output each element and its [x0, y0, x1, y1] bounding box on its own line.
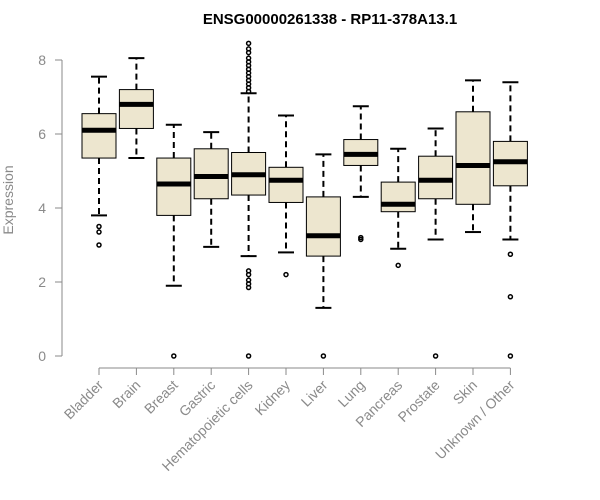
y-tick-label: 2: [38, 274, 46, 290]
outlier-point: [507, 251, 514, 257]
iqr-box: [268, 166, 304, 203]
x-tick-label-prostate: Prostate: [395, 377, 443, 425]
outlier-point: [245, 268, 252, 274]
box-bladder: [81, 75, 117, 248]
box-liver: [305, 153, 341, 359]
y-tick-label: 6: [38, 126, 46, 142]
x-tick-label-breast: Breast: [141, 377, 181, 417]
box-kidney: [268, 114, 304, 278]
outlier-point: [245, 277, 252, 283]
iqr-box: [455, 111, 491, 205]
outlier-point: [96, 242, 102, 248]
x-tick-label-skin: Skin: [450, 377, 481, 408]
x-tick-label-kidney: Kidney: [252, 377, 294, 419]
outlier-point: [171, 353, 177, 359]
chart-title: ENSG00000261338 - RP11-378A13.1: [203, 11, 457, 28]
outlier-point: [507, 294, 514, 300]
outlier-point: [245, 46, 252, 52]
y-axis-label: Expression: [0, 165, 16, 234]
y-tick-label: 4: [38, 200, 46, 216]
outlier-point: [245, 353, 252, 359]
box-gastric: [193, 131, 229, 248]
outlier-point: [320, 353, 327, 359]
y-axis: 0 2 4 6 8: [38, 52, 63, 364]
box-hematopoietic-cells: [231, 40, 267, 359]
box-breast: [156, 123, 192, 359]
x-tick-label-brain: Brain: [109, 377, 143, 411]
y-tick-label: 0: [38, 348, 46, 364]
box-prostate: [418, 127, 454, 359]
outlier-point: [96, 223, 102, 230]
outlier-point: [358, 234, 364, 241]
outlier-point: [283, 271, 289, 278]
iqr-box: [418, 155, 454, 200]
outlier-point: [96, 229, 102, 235]
iqr-box: [81, 113, 117, 159]
x-tick-label-lung: Lung: [335, 377, 368, 410]
iqr-box: [380, 181, 416, 213]
outlier-point: [395, 262, 401, 269]
box-unknown-other: [492, 81, 528, 359]
boxes-layer: [81, 40, 528, 359]
iqr-box: [305, 196, 341, 257]
x-tick-label-liver: Liver: [298, 377, 331, 410]
outlier-point: [245, 55, 252, 61]
outlier-point: [245, 40, 252, 47]
box-brain: [118, 57, 154, 160]
outlier-point: [432, 353, 439, 359]
y-tick-label: 8: [38, 52, 46, 68]
iqr-box: [118, 89, 154, 129]
outlier-point: [507, 353, 514, 359]
iqr-box: [156, 157, 192, 216]
box-pancreas: [380, 147, 416, 269]
box-skin: [455, 79, 491, 234]
box-lung: [343, 105, 379, 243]
iqr-box: [193, 148, 229, 200]
x-tick-label-bladder: Bladder: [61, 377, 107, 423]
